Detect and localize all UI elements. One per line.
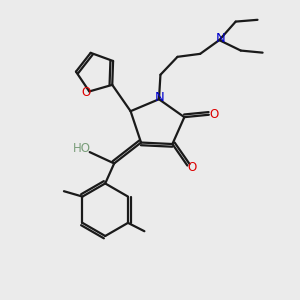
Text: O: O [187, 160, 196, 173]
Text: O: O [81, 86, 90, 99]
Text: N: N [155, 91, 165, 104]
Text: HO: HO [73, 142, 91, 155]
Text: N: N [216, 32, 226, 45]
Text: O: O [209, 108, 218, 121]
